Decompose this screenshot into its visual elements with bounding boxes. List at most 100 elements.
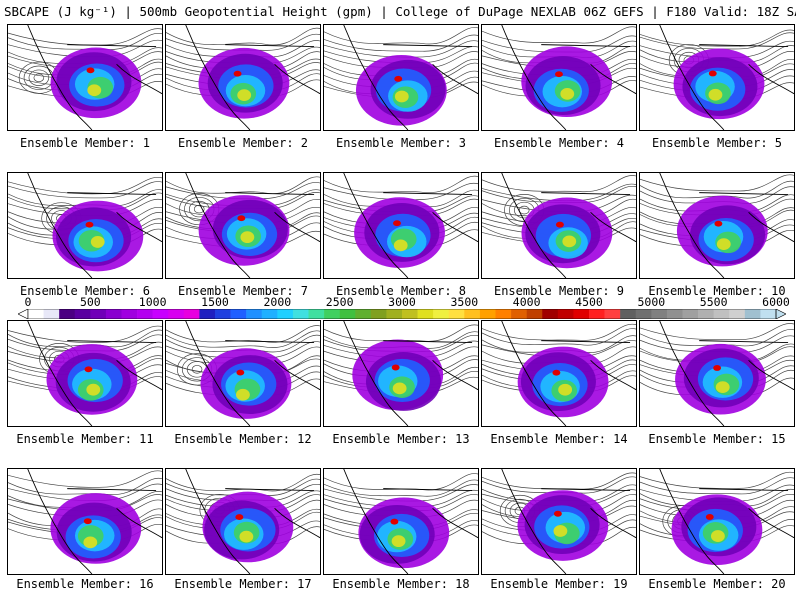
colorbar-swatch: [90, 309, 107, 319]
cape-shading: [517, 490, 609, 561]
cape-shading: [517, 346, 609, 418]
map-plot: [324, 321, 478, 426]
colorbar-swatch: [386, 309, 403, 319]
colorbar-frame: [27, 309, 777, 319]
map-plot: [166, 25, 320, 130]
ensemble-member-map: [481, 24, 637, 131]
colorbar-swatch: [635, 309, 652, 319]
cape-max-fill: [391, 364, 400, 371]
cape-max-fill: [83, 518, 92, 525]
colorbar-swatch: [713, 309, 730, 319]
cape-max-fill: [708, 70, 717, 77]
colorbar-swatch: [526, 309, 543, 319]
cape-shading: [52, 200, 144, 272]
colorbar-swatch: [74, 309, 91, 319]
map-plot: [640, 469, 794, 574]
ensemble-member-map: [165, 468, 321, 575]
colorbar-swatch: [183, 309, 200, 319]
cape-contour-fill: [86, 383, 101, 396]
ensemble-member-label: Ensemble Member: 2: [177, 136, 309, 150]
cape-contour-fill: [90, 236, 105, 248]
height-contour-line: [482, 323, 636, 341]
map-plot: [8, 469, 162, 574]
low-pressure-contour: [23, 65, 55, 90]
colorbar-tick-label: 3500: [450, 295, 479, 309]
colorbar-swatch: [105, 309, 122, 319]
cape-shading: [354, 197, 445, 268]
ensemble-member-map: [7, 320, 163, 427]
colorbar-arrow-right: [775, 309, 786, 319]
ensemble-member-label: Ensemble Member: 10: [648, 284, 786, 298]
ensemble-member-map: [481, 468, 637, 575]
height-contour-line: [482, 472, 636, 490]
map-plot: [8, 173, 162, 278]
colorbar-swatch: [121, 309, 138, 319]
height-contour-line: [640, 32, 794, 50]
colorbar-swatch: [557, 309, 574, 319]
colorbar-swatch: [324, 309, 340, 319]
ensemble-member-label: Ensemble Member: 5: [651, 136, 783, 150]
map-plot: [324, 173, 478, 278]
colorbar-swatch: [292, 309, 309, 319]
colorbar-swatch: [589, 309, 605, 319]
cape-max-fill: [84, 366, 93, 373]
cape-shading: [352, 339, 444, 411]
cape-shading: [358, 497, 450, 569]
ensemble-member-map: [323, 468, 479, 575]
colorbar-swatch: [464, 309, 481, 319]
cape-max-fill: [86, 67, 95, 74]
cape-max-fill: [555, 71, 563, 78]
map-boundaries: [27, 25, 162, 130]
cape-max-fill: [237, 215, 246, 222]
ensemble-member-map: [165, 24, 321, 131]
ensemble-member-label: Ensemble Member: 8: [335, 284, 467, 298]
colorbar-tick-label: 500: [79, 295, 101, 309]
cape-shading: [50, 47, 142, 119]
cape-max-fill: [555, 221, 564, 228]
colorbar-swatch: [542, 309, 559, 319]
colorbar-swatch: [760, 309, 777, 319]
cape-shading: [675, 343, 766, 415]
cape-contour-fill: [87, 84, 102, 97]
colorbar-swatch: [246, 309, 263, 319]
low-pressure-contour: [33, 73, 45, 83]
ensemble-member-label: Ensemble Member: 16: [16, 577, 154, 591]
cape-contour-fill: [394, 90, 409, 103]
colorbar-swatch: [433, 309, 450, 319]
ensemble-member-label: Ensemble Member: 13: [332, 432, 470, 446]
colorbar-swatch: [277, 309, 294, 319]
cape-max-fill: [714, 220, 723, 227]
ensemble-member-label: Ensemble Member: 20: [648, 577, 786, 591]
height-contour-line: [166, 334, 320, 353]
map-boundaries: [27, 321, 162, 426]
cape-max-fill: [394, 75, 403, 82]
cape-max-fill: [390, 518, 399, 525]
cape-max-fill: [553, 510, 562, 517]
map-boundaries: [185, 469, 320, 574]
map-plot: [166, 469, 320, 574]
ensemble-member-label: Ensemble Member: 19: [490, 577, 628, 591]
map-plot: [8, 321, 162, 426]
colorbar-tick-label: 2000: [263, 295, 292, 309]
ensemble-member-map: [323, 172, 479, 279]
map-boundaries: [185, 173, 320, 278]
colorbar-swatch: [682, 309, 699, 319]
height-contour-line: [324, 182, 478, 201]
height-contour-line: [324, 34, 478, 52]
colorbar-swatch: [495, 309, 512, 319]
height-contour-line: [324, 40, 478, 58]
ensemble-member-map: [639, 24, 795, 131]
ensemble-member-label: Ensemble Member: 4: [493, 136, 625, 150]
colorbar-tick-label: 1500: [201, 295, 229, 309]
map-boundaries: [343, 25, 478, 130]
height-contour-line: [8, 470, 162, 488]
colorbar-swatch: [417, 309, 434, 319]
colorbar-tick-label: 2500: [325, 295, 354, 309]
colorbar-swatch: [339, 309, 356, 319]
cape-contour-fill: [715, 381, 730, 394]
height-contour-line: [166, 176, 320, 195]
cape-max-fill: [393, 220, 401, 227]
cape-shading: [198, 47, 290, 119]
colorbar-swatch: [604, 309, 621, 319]
ensemble-member-map: [639, 172, 795, 279]
